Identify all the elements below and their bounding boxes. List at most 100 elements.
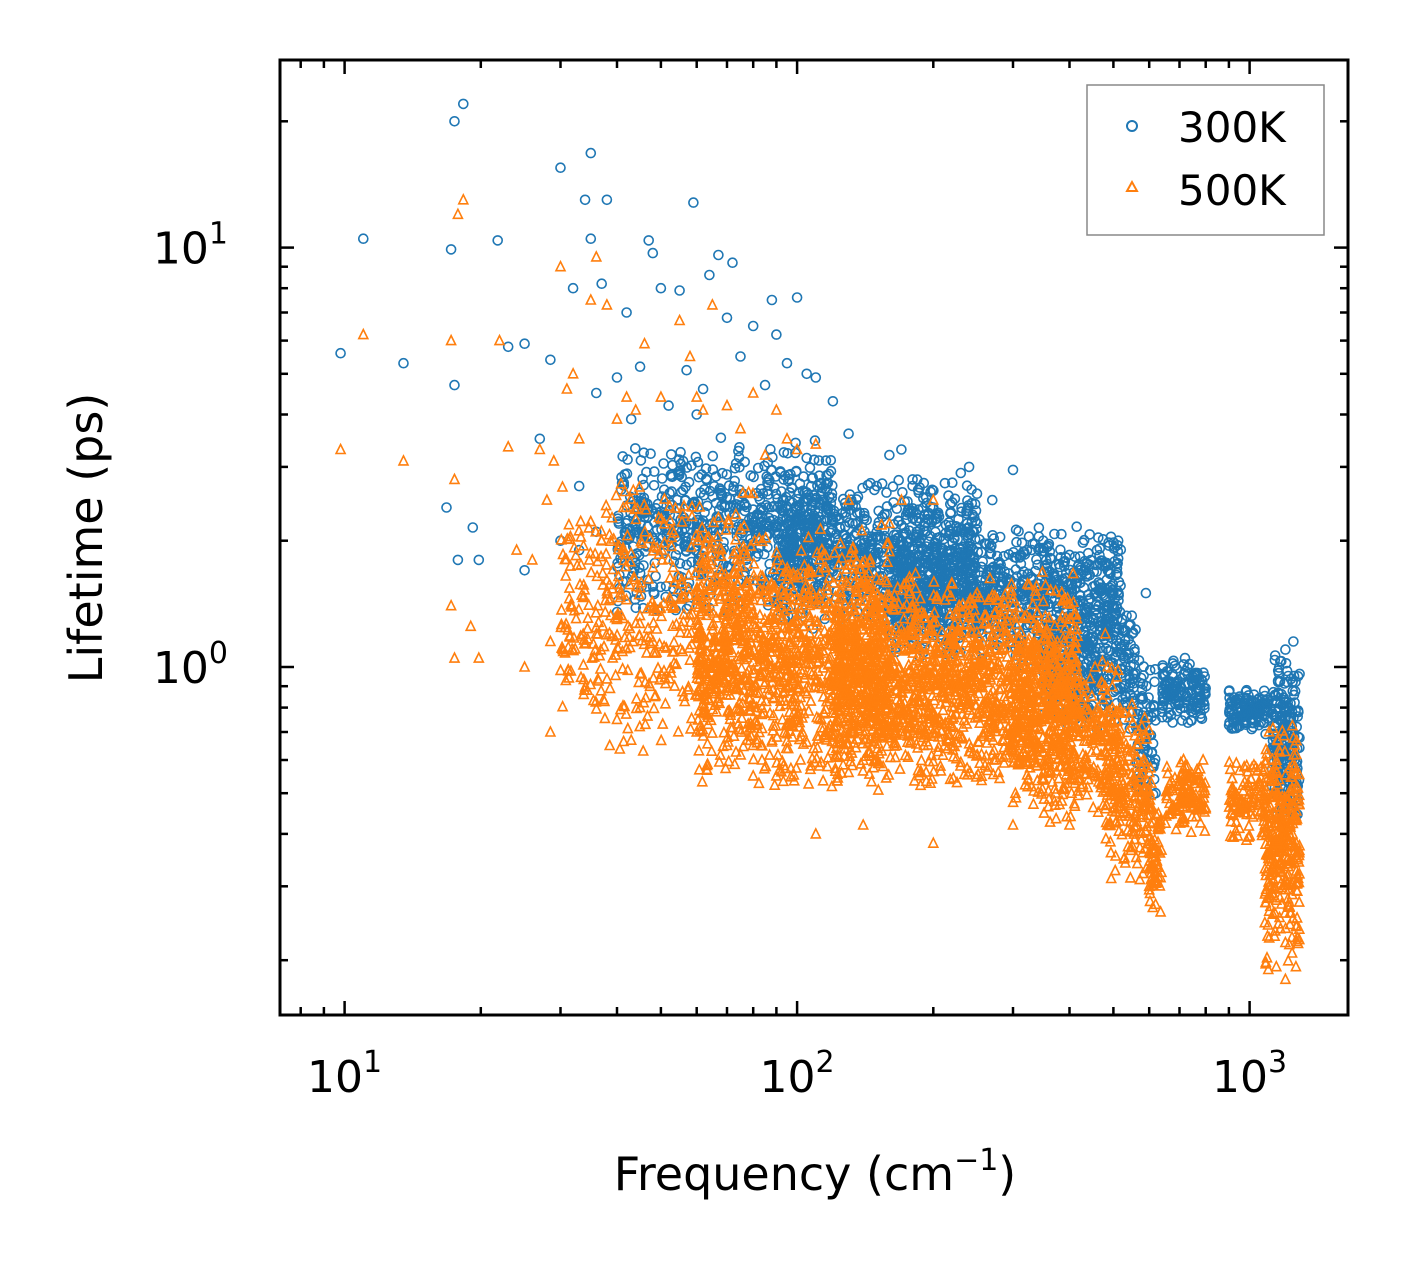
data-point — [871, 480, 883, 492]
data-point — [795, 605, 807, 618]
data-point — [957, 561, 968, 573]
data-point — [1178, 659, 1189, 670]
data-point — [1280, 727, 1292, 739]
data-point — [930, 508, 942, 520]
data-point — [801, 368, 813, 380]
data-point — [655, 733, 667, 746]
data-point — [621, 307, 632, 318]
data-point — [642, 621, 654, 634]
data-point — [804, 657, 816, 670]
data-point — [735, 351, 746, 362]
data-point — [820, 608, 833, 621]
data-point — [1111, 562, 1123, 574]
data-point — [697, 696, 710, 709]
data-point — [647, 600, 660, 613]
data-point — [733, 451, 745, 463]
data-point — [965, 580, 976, 592]
data-point — [710, 497, 722, 509]
data-point — [679, 518, 690, 529]
data-point — [691, 687, 703, 700]
data-point — [575, 557, 587, 570]
data-point — [810, 372, 822, 383]
data-point — [633, 587, 645, 600]
data-point — [881, 487, 892, 498]
data-point — [681, 364, 692, 376]
data-point — [722, 516, 735, 528]
data-point — [750, 700, 763, 713]
data-point — [357, 233, 369, 244]
data-point — [845, 545, 857, 558]
data-point — [714, 562, 726, 575]
data-point — [1115, 641, 1127, 652]
data-point — [778, 506, 790, 518]
data-point — [1134, 693, 1146, 704]
data-point — [620, 500, 632, 513]
data-point — [706, 639, 718, 651]
data-point — [755, 504, 767, 516]
data-point — [693, 500, 706, 512]
data-point — [707, 594, 719, 607]
data-point — [779, 761, 792, 774]
data-point — [519, 338, 530, 350]
data-point — [664, 571, 676, 583]
data-point — [1010, 524, 1022, 536]
data-point — [1033, 522, 1045, 534]
data-point — [730, 502, 741, 514]
data-point — [574, 514, 587, 527]
data-point — [1257, 717, 1269, 729]
data-point — [698, 692, 711, 704]
data-point — [595, 534, 608, 546]
data-point — [570, 548, 582, 561]
data-point — [616, 471, 627, 483]
data-point — [609, 611, 621, 623]
data-point — [843, 500, 855, 511]
data-point — [658, 458, 669, 469]
data-point — [568, 631, 580, 643]
data-point — [1083, 641, 1095, 653]
data-point — [826, 779, 838, 792]
data-point — [952, 525, 964, 537]
data-point — [634, 567, 646, 579]
data-point — [677, 484, 689, 496]
data-point — [592, 598, 604, 611]
data-point — [927, 502, 939, 513]
data-point — [623, 630, 635, 643]
data-point — [795, 544, 807, 556]
data-point — [718, 608, 731, 620]
data-point — [811, 741, 824, 753]
data-point — [913, 550, 925, 562]
data-point — [733, 493, 744, 505]
data-point — [567, 282, 579, 294]
data-point — [674, 592, 686, 604]
data-point — [617, 611, 629, 624]
data-point — [764, 520, 775, 532]
data-point — [802, 704, 815, 716]
data-point — [1090, 604, 1101, 616]
data-point — [736, 711, 748, 724]
data-point — [655, 282, 667, 294]
data-point — [1292, 670, 1304, 682]
data-point — [1247, 721, 1259, 733]
data-point — [1181, 690, 1192, 702]
data-point — [1168, 655, 1179, 667]
data-point — [649, 688, 662, 701]
data-point — [733, 565, 745, 577]
data-point — [777, 774, 790, 787]
data-point — [1283, 733, 1294, 744]
data-point — [784, 578, 797, 591]
data-point — [584, 546, 597, 559]
data-point — [652, 661, 664, 673]
data-point — [736, 559, 749, 572]
data-point — [664, 514, 677, 526]
data-point — [1071, 521, 1082, 533]
data-point — [765, 464, 777, 476]
data-point — [1038, 535, 1049, 547]
data-point — [685, 711, 698, 724]
data-point — [577, 578, 590, 590]
data-point — [606, 510, 618, 523]
data-point — [741, 501, 752, 513]
data-point — [762, 479, 774, 491]
data-point — [784, 770, 797, 782]
data-point — [1081, 571, 1093, 582]
data-point — [1285, 698, 1296, 709]
